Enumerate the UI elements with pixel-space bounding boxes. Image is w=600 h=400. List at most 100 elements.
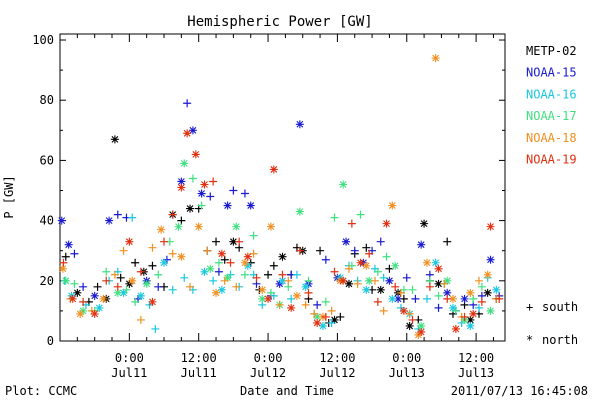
south-point xyxy=(209,276,218,285)
north-point xyxy=(362,285,371,294)
north-point xyxy=(344,279,353,288)
south-point xyxy=(220,255,229,264)
south-point xyxy=(102,267,111,276)
north-point xyxy=(339,276,348,285)
north-point xyxy=(223,201,232,210)
south-point xyxy=(183,99,192,108)
north-point xyxy=(258,294,267,303)
north-point xyxy=(417,240,426,249)
north-point xyxy=(388,201,397,210)
x-tick-label-time: 0:00 xyxy=(115,351,144,365)
south-point xyxy=(70,249,79,258)
north-point xyxy=(136,291,145,300)
north-point xyxy=(365,276,374,285)
north-point xyxy=(212,288,221,297)
north-point xyxy=(356,258,365,267)
south-point xyxy=(353,279,362,288)
x-tick-label-time: 12:00 xyxy=(181,351,217,365)
north-point xyxy=(269,165,278,174)
north-point xyxy=(223,273,232,282)
south-point xyxy=(330,267,339,276)
south-point xyxy=(336,312,345,321)
north-point xyxy=(385,276,394,285)
north-point xyxy=(448,294,457,303)
south-point xyxy=(477,297,486,306)
south-point xyxy=(321,312,330,321)
legend-entry: NOAA-18 xyxy=(526,131,577,145)
south-point xyxy=(321,255,330,264)
south-point xyxy=(451,306,460,315)
north-point xyxy=(258,285,267,294)
south-point xyxy=(443,237,452,246)
south-point xyxy=(278,270,287,279)
y-tick-label: 0 xyxy=(47,334,54,348)
north-point xyxy=(382,219,391,228)
south-point xyxy=(310,309,319,318)
south-point xyxy=(186,282,195,291)
y-tick-label: 20 xyxy=(40,274,54,288)
chart-title: Hemispheric Power [GW] xyxy=(187,14,372,30)
south-point xyxy=(148,243,157,252)
south-point xyxy=(168,249,177,258)
south-point xyxy=(229,186,238,195)
south-marker-symbol: + xyxy=(526,300,533,314)
north-point xyxy=(394,294,403,303)
south-point xyxy=(422,294,431,303)
south-point xyxy=(128,213,137,222)
y-tick-label: 80 xyxy=(40,93,54,107)
north-point xyxy=(483,288,492,297)
north-point xyxy=(301,282,310,291)
south-point xyxy=(110,270,119,279)
south-point xyxy=(370,276,379,285)
north-point xyxy=(486,255,495,264)
north-point xyxy=(417,327,426,336)
south-point xyxy=(113,282,122,291)
legend-entry: NOAA-15 xyxy=(526,66,577,80)
north-point xyxy=(177,183,186,192)
south-point xyxy=(327,306,336,315)
south-point xyxy=(385,264,394,273)
north-point xyxy=(460,294,469,303)
south-point xyxy=(379,273,388,282)
x-axis-label: Date and Time xyxy=(240,384,334,398)
north-point xyxy=(200,180,209,189)
x-tick-label-date: Jul12 xyxy=(250,366,286,380)
north-point xyxy=(90,309,99,318)
south-point xyxy=(131,297,140,306)
north-point xyxy=(266,222,275,231)
north-point xyxy=(313,312,322,321)
north-point xyxy=(58,264,67,273)
north-point xyxy=(188,126,197,135)
south-point xyxy=(226,258,235,267)
south-point xyxy=(460,312,469,321)
north-point xyxy=(420,219,429,228)
south-point xyxy=(154,270,163,279)
x-tick-label-date: Jul12 xyxy=(319,366,355,380)
south-point xyxy=(209,177,218,186)
y-axis-ticks: 0 20 40 60 80 100 xyxy=(32,33,505,348)
south-point xyxy=(131,258,140,267)
north-point xyxy=(217,249,226,258)
south-point xyxy=(240,189,249,198)
north-point xyxy=(376,285,385,294)
north-point xyxy=(200,267,209,276)
south-point xyxy=(434,303,443,312)
south-point xyxy=(344,264,353,273)
north-point xyxy=(434,264,443,273)
north-point xyxy=(466,321,475,330)
north-point xyxy=(160,258,169,267)
x-tick-label-time: 0:00 xyxy=(392,351,421,365)
x-tick-label-date: Jul13 xyxy=(458,366,494,380)
south-point xyxy=(304,288,313,297)
south-point xyxy=(295,246,304,255)
south-point xyxy=(136,267,145,276)
x-tick-label-time: 12:00 xyxy=(458,351,494,365)
x-tick-label-date: Jul11 xyxy=(181,366,217,380)
south-point xyxy=(469,294,478,303)
south-point xyxy=(434,291,443,300)
south-point xyxy=(316,246,325,255)
north-point xyxy=(287,303,296,312)
south-point xyxy=(79,297,88,306)
north-point xyxy=(431,258,440,267)
series-noaa-16 xyxy=(60,213,501,333)
